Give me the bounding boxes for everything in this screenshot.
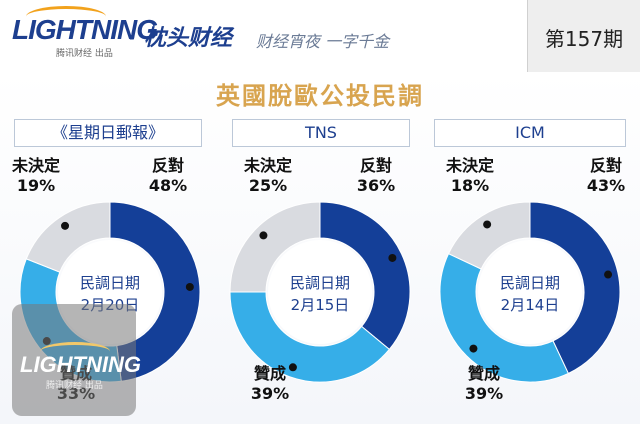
logo-arc <box>26 6 106 27</box>
leader-dot-for-3 <box>469 344 478 353</box>
label-undecided-1-name: 未決定 <box>11 156 60 175</box>
label-against-3: 反對 43% <box>574 156 638 196</box>
slogan: 财经宵夜 一字千金 <box>256 32 390 51</box>
leader-dot-undecided-3 <box>483 220 492 229</box>
watermark-logo: LIGHTNING 腾讯财经 出品 <box>12 304 141 416</box>
label-against-2: 反對 36% <box>344 156 408 196</box>
date-label-1: 民調日期 <box>80 274 140 292</box>
label-against-1-name: 反對 <box>151 156 184 175</box>
label-against-1-value: 48% <box>148 176 188 195</box>
slice-undecided-1 <box>25 201 111 273</box>
label-for-3: 贊成 39% <box>452 364 516 404</box>
label-undecided-1-value: 19% <box>16 176 56 195</box>
poll-source-2: TNS <box>232 119 410 147</box>
slice-undecided-3 <box>447 201 531 270</box>
issue-box: 第157期 <box>527 0 640 72</box>
slice-against-3 <box>529 201 621 375</box>
leader-dot-against-2 <box>388 253 397 262</box>
label-undecided-2-value: 25% <box>248 176 288 195</box>
watermark-arc <box>40 342 110 361</box>
brand-subtitle: 腾讯财经 出品 <box>56 49 113 59</box>
date-value-2: 2月15日 <box>291 296 350 314</box>
watermark-brand: LIGHTNING <box>20 352 141 377</box>
leader-dot-against-3 <box>604 270 613 279</box>
label-against-3-value: 43% <box>586 176 626 195</box>
chart-title: 英國脫歐公投民調 <box>216 82 424 110</box>
header-bar: LIGHTNING 腾讯财经 出品 · 枕头财经 财经宵夜 一字千金 第157期 <box>0 0 640 73</box>
column-name: · 枕头财经 <box>128 26 233 51</box>
brand-logo: LIGHTNING <box>12 14 158 45</box>
label-undecided-1: 未決定 19% <box>4 156 68 196</box>
label-for-2-value: 39% <box>250 384 290 403</box>
label-undecided-2-name: 未決定 <box>243 156 292 175</box>
poll-source-3: ICM <box>434 119 626 147</box>
date-value-3: 2月14日 <box>501 296 560 314</box>
slice-against-1 <box>109 201 201 382</box>
watermark-subtitle: 腾讯财经 出品 <box>46 381 103 391</box>
leader-dot-for-2 <box>288 363 297 372</box>
label-for-3-name: 贊成 <box>467 364 500 383</box>
label-against-2-value: 36% <box>356 176 396 195</box>
slice-undecided-2 <box>229 201 321 293</box>
issue-number: 第157期 <box>544 27 624 51</box>
donut-center-3 <box>478 240 582 344</box>
leader-dot-against-1 <box>185 282 194 291</box>
label-for-2-name: 贊成 <box>253 364 286 383</box>
slice-against-2 <box>319 201 411 351</box>
label-undecided-3: 未決定 18% <box>438 156 502 196</box>
slice-for-2 <box>229 291 391 383</box>
leader-dot-undecided-2 <box>259 231 268 240</box>
label-undecided-3-name: 未決定 <box>445 156 494 175</box>
date-label-2: 民調日期 <box>290 274 350 292</box>
label-against-3-name: 反對 <box>589 156 622 175</box>
label-undecided-3-value: 18% <box>450 176 490 195</box>
date-label-3: 民調日期 <box>500 274 560 292</box>
label-against-1: 反對 48% <box>136 156 200 196</box>
leader-dot-undecided-1 <box>61 221 70 230</box>
label-against-2-name: 反對 <box>359 156 392 175</box>
label-for-2: 贊成 39% <box>238 364 302 404</box>
donut-center-2 <box>268 240 372 344</box>
poll-source-1: 《星期日郵報》 <box>14 119 202 147</box>
pie-charts: 民調日期2月20日民調日期2月15日民調日期2月14日 <box>19 201 621 383</box>
label-undecided-2: 未決定 25% <box>236 156 300 196</box>
label-for-3-value: 39% <box>464 384 504 403</box>
